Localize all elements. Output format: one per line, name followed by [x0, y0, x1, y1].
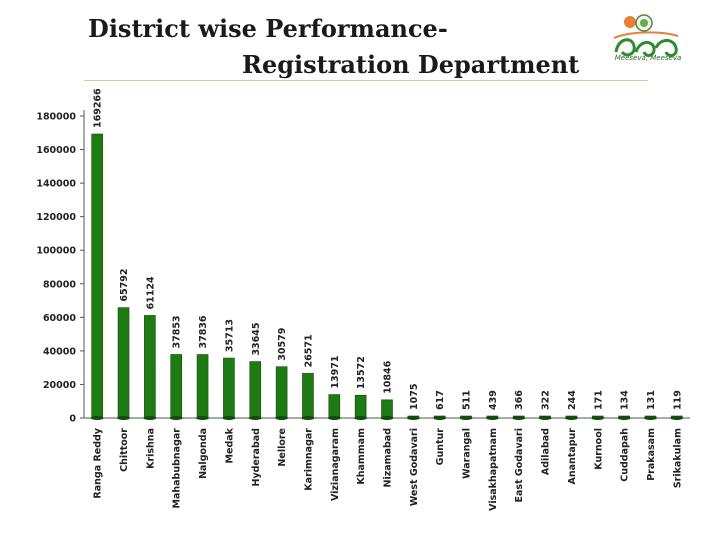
data-label: 26571: [303, 334, 314, 367]
x-tick-label: West Godavari: [409, 428, 420, 506]
x-tick-label: Guntur: [435, 428, 446, 466]
bar-base: [222, 416, 236, 420]
data-label: 1075: [409, 384, 420, 410]
bar: [144, 315, 156, 419]
data-label: 171: [593, 390, 604, 410]
data-label: 134: [620, 390, 631, 410]
data-label: 61124: [145, 276, 156, 309]
bar-base: [327, 416, 341, 420]
y-tick-label: 0: [69, 414, 76, 425]
logo-caption: Meeseva, Meeseva: [614, 54, 682, 62]
bar-base: [591, 416, 605, 420]
bar-base: [512, 416, 526, 420]
data-label: 65792: [119, 269, 130, 302]
y-tick-label: 120000: [36, 212, 76, 223]
bar-base: [643, 416, 657, 420]
bar-base: [90, 416, 104, 420]
chart-title-line1: District wise Performance-: [88, 14, 448, 43]
x-tick-label: Karimnagar: [303, 428, 314, 491]
bar-base: [143, 416, 157, 420]
data-label: 37836: [198, 315, 209, 348]
data-label: 119: [672, 390, 683, 410]
bar-base: [617, 416, 631, 420]
data-label: 617: [435, 390, 446, 410]
y-tick-label: 160000: [36, 145, 76, 156]
title-divider: [84, 80, 648, 81]
bar-base: [169, 416, 183, 420]
x-tick-label: Krishna: [145, 428, 156, 469]
bar: [223, 357, 235, 419]
bar: [91, 133, 103, 419]
bar-base: [196, 416, 210, 420]
data-label: 511: [462, 390, 473, 410]
data-label: 322: [541, 390, 552, 410]
bar-base: [459, 416, 473, 420]
bar: [275, 366, 288, 419]
data-label: 366: [514, 390, 525, 410]
bar: [354, 394, 367, 419]
bar: [170, 354, 183, 419]
bar: [196, 354, 209, 419]
data-label: 10846: [383, 360, 394, 393]
bar-base: [117, 416, 131, 420]
x-tick-label: Cuddapah: [620, 428, 631, 482]
data-label: 13971: [330, 355, 341, 388]
x-tick-label: Medak: [224, 427, 235, 463]
x-tick-label: Prakasam: [646, 428, 657, 481]
data-label: 131: [646, 390, 657, 410]
x-tick-label: Visakhapatnam: [488, 428, 499, 511]
bar: [249, 361, 262, 419]
bar-base: [354, 416, 368, 420]
data-label: 35713: [224, 319, 235, 352]
bar-base: [275, 416, 289, 420]
bar-base: [538, 416, 552, 420]
bar: [328, 394, 341, 419]
x-tick-label: Adilabad: [541, 428, 552, 475]
data-label: 244: [567, 390, 578, 410]
bar-base: [564, 416, 578, 420]
bar: [117, 307, 130, 419]
bar-base: [248, 416, 262, 420]
bar-base: [670, 416, 684, 420]
data-label: 439: [488, 390, 499, 410]
meeseva-logo-icon: [613, 14, 679, 57]
bar: [302, 373, 314, 419]
x-tick-label: Vizianagaram: [330, 428, 341, 501]
bar-base: [406, 416, 420, 420]
x-tick-label: Anantapur: [567, 428, 578, 485]
x-tick-label: Khammam: [356, 428, 367, 485]
bar: [381, 399, 393, 419]
x-tick-label: Srikakulam: [672, 428, 683, 488]
data-label: 169266: [93, 88, 104, 128]
x-tick-label: Chittoor: [119, 428, 130, 472]
bar-base: [380, 416, 394, 420]
data-label: 37853: [172, 315, 183, 348]
data-label: 13572: [356, 356, 367, 389]
y-tick-label: 140000: [36, 179, 76, 190]
data-label: 30579: [277, 328, 288, 361]
data-label: 33645: [251, 322, 262, 355]
y-tick-label: 40000: [43, 346, 76, 357]
x-tick-label: Nizamabad: [383, 428, 394, 487]
x-tick-label: East Godavari: [514, 428, 525, 502]
bar-base: [301, 416, 315, 420]
x-tick-label: Warangal: [462, 428, 473, 479]
x-tick-label: Mahabubnagar: [172, 428, 183, 509]
bar-base: [433, 416, 447, 420]
y-tick-label: 100000: [36, 246, 76, 257]
y-tick-label: 80000: [43, 279, 76, 290]
y-tick-label: 60000: [43, 313, 76, 324]
x-tick-label: Hyderabad: [251, 428, 262, 487]
bar-base: [485, 416, 499, 420]
x-tick-label: Kurnool: [593, 428, 604, 470]
y-tick-label: 20000: [43, 380, 76, 391]
x-tick-label: Nalgonda: [198, 428, 209, 479]
y-tick-label: 180000: [36, 112, 76, 123]
x-tick-label: Nellore: [277, 428, 288, 467]
x-tick-label: Ranga Reddy: [93, 427, 104, 498]
chart-title-line2: Registration Department: [242, 50, 580, 79]
